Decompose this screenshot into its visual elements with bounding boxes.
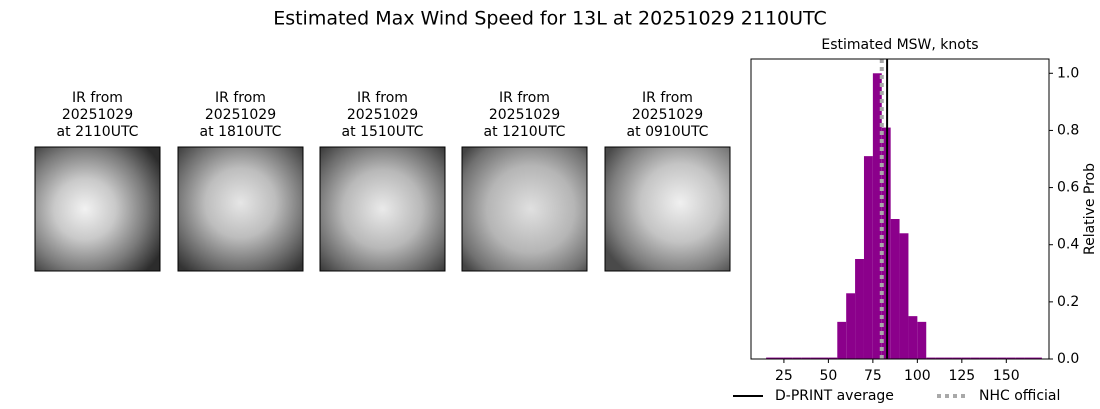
y-tick-label: 0.2: [1057, 294, 1079, 310]
x-tick-label: 100: [904, 368, 931, 384]
bar: [1032, 357, 1042, 359]
bar: [846, 293, 856, 359]
bar: [828, 357, 838, 359]
bar: [1024, 357, 1033, 359]
bar: [899, 233, 909, 359]
bar: [810, 357, 820, 359]
panel-title: IR from: [357, 90, 408, 106]
x-tick-label: 75: [864, 368, 882, 384]
x-tick-label: 150: [993, 368, 1020, 384]
ir-image: [461, 146, 588, 272]
chart-title: Estimated MSW, knots: [821, 37, 978, 53]
bar: [952, 357, 962, 359]
bar: [801, 357, 811, 359]
panel-title: 20251029: [62, 107, 133, 123]
bar: [1015, 357, 1025, 359]
bar: [997, 357, 1007, 359]
panel-title: 20251029: [489, 107, 560, 123]
panel-title: 20251029: [205, 107, 276, 123]
panel-title: 20251029: [632, 107, 703, 123]
y-tick-label: 0.4: [1057, 237, 1079, 253]
panel-title: at 2110UTC: [57, 124, 139, 140]
bar: [908, 316, 918, 359]
panel-title: at 0910UTC: [627, 124, 709, 140]
panel-title: 20251029: [347, 107, 418, 123]
bar: [926, 357, 936, 359]
bar: [917, 321, 927, 359]
y-tick-label: 1.0: [1057, 65, 1079, 81]
y-tick-label: 0.8: [1057, 122, 1079, 138]
bar: [944, 357, 953, 359]
panel-title: IR from: [499, 90, 550, 106]
ir-image: [604, 146, 731, 272]
ir-image: [319, 146, 446, 272]
bar: [961, 357, 971, 359]
bar: [935, 357, 945, 359]
x-tick-label: 25: [775, 368, 793, 384]
y-tick-label: 0.0: [1057, 351, 1079, 367]
bar: [855, 259, 864, 359]
bar: [775, 357, 784, 359]
bar: [837, 321, 847, 359]
panel-title: IR from: [642, 90, 693, 106]
bar: [979, 357, 989, 359]
panel-title: at 1810UTC: [200, 124, 282, 140]
ir-image: [34, 146, 161, 272]
bar: [792, 357, 802, 359]
bar: [872, 73, 882, 360]
legend-label: D-PRINT average: [775, 388, 894, 404]
legend-label: NHC official: [979, 388, 1060, 404]
bar: [988, 357, 998, 359]
panel-title: at 1510UTC: [342, 124, 424, 140]
bar: [863, 156, 873, 359]
y-tick-label: 0.6: [1057, 180, 1079, 196]
bar: [1006, 357, 1016, 359]
panel-title: at 1210UTC: [484, 124, 566, 140]
ir-image: [177, 146, 304, 272]
plot-frame: [750, 58, 1050, 360]
bar: [890, 219, 900, 359]
x-tick-label: 125: [948, 368, 975, 384]
figure-title: Estimated Max Wind Speed for 13L at 2025…: [273, 8, 827, 30]
bar: [970, 357, 980, 359]
histogram: D-PRINT average NHC official Estimated MSW…: [733, 37, 1098, 404]
bar: [766, 357, 776, 359]
x-tick-label: 50: [819, 368, 837, 384]
panel-title: IR from: [72, 90, 123, 106]
y-axis-label: Relative Prob: [1082, 163, 1098, 255]
bar: [819, 357, 829, 359]
bar: [783, 357, 793, 359]
panel-title: IR from: [215, 90, 266, 106]
